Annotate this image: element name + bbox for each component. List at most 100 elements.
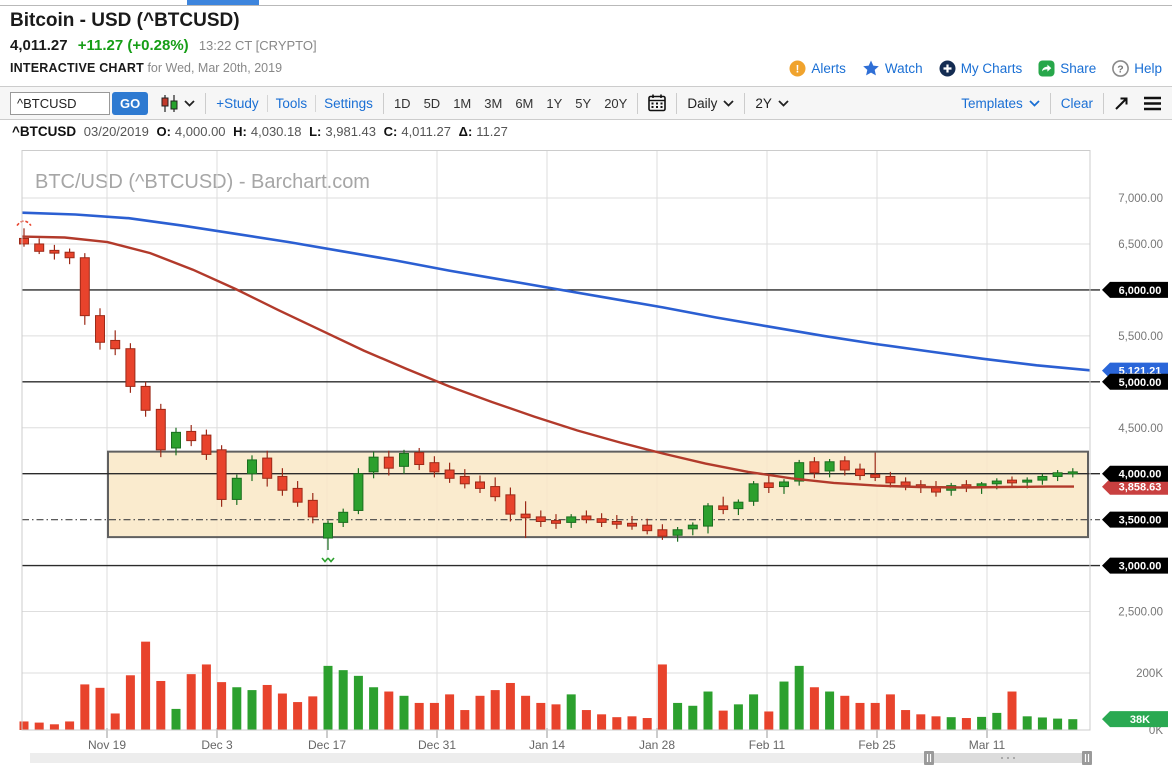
- svg-text:3,858.63: 3,858.63: [1119, 482, 1162, 494]
- range-scrollbar-track[interactable]: [30, 753, 1090, 763]
- svg-text:4,000.00: 4,000.00: [1119, 469, 1162, 481]
- x-axis-label: Nov 19: [88, 738, 126, 752]
- chart-toolbar: GO +Study Tools Settings 1D 5D 1M 3M 6M 1Y 5Y 2…: [0, 86, 1172, 120]
- top-tab-indicator: [187, 0, 259, 5]
- expand-arrow-icon: [1115, 97, 1128, 110]
- my-charts-link[interactable]: My Charts: [939, 60, 1023, 77]
- x-axis-label: Feb 11: [749, 738, 786, 752]
- svg-text:5,000.00: 5,000.00: [1119, 377, 1162, 389]
- subtitle: INTERACTIVE CHART for Wed, Mar 20th, 201…: [10, 61, 317, 75]
- scrollbar-handle[interactable]: [924, 751, 934, 765]
- my-charts-label: My Charts: [960, 61, 1023, 76]
- hamburger-icon: [1144, 96, 1161, 110]
- tools-button[interactable]: Tools: [275, 95, 308, 111]
- high-marker: [16, 220, 32, 227]
- ohlc-delta: 11.27: [476, 124, 508, 139]
- price-badge: [1102, 465, 1168, 482]
- price-badge: [1102, 373, 1168, 390]
- y-axis-label: 5,500.00: [1118, 331, 1163, 343]
- range-button-5D[interactable]: 5D: [423, 95, 441, 111]
- volume-axis-label: 200K: [1136, 668, 1163, 680]
- subtitle-rest: for Wed, Mar 20th, 2019: [147, 61, 283, 75]
- ohlc-date: 03/20/2019: [83, 124, 149, 139]
- calendar-icon: [648, 94, 667, 112]
- svg-text:38K: 38K: [1130, 714, 1150, 726]
- chevron-down-icon: [184, 99, 195, 107]
- alert-icon: !: [789, 60, 806, 77]
- share-label: Share: [1060, 61, 1097, 76]
- range-button-1M[interactable]: 1M: [453, 95, 472, 111]
- x-axis-label: Jan 28: [639, 738, 675, 752]
- price-badge: [1102, 557, 1168, 574]
- x-axis-label: Jan 14: [529, 738, 565, 752]
- y-axis-label: 7,000.00: [1118, 193, 1163, 205]
- calendar-button[interactable]: [648, 94, 667, 112]
- header: Bitcoin - USD (^BTCUSD) 4,011.27 +11.27 …: [10, 10, 317, 75]
- svg-text:6,000.00: 6,000.00: [1119, 285, 1162, 297]
- x-axis-label: Feb 25: [858, 738, 896, 752]
- go-button[interactable]: GO: [112, 91, 149, 115]
- price-badge: [1102, 281, 1168, 298]
- svg-text:?: ?: [1118, 63, 1124, 75]
- range-button-20Y[interactable]: 20Y: [604, 95, 628, 111]
- y-axis-label: 6,500.00: [1118, 239, 1163, 251]
- alerts-link[interactable]: ! Alerts: [789, 60, 846, 77]
- ohlc-symbol: ^BTCUSD: [12, 124, 77, 139]
- clear-button[interactable]: Clear: [1060, 95, 1093, 111]
- star-icon: [863, 60, 879, 76]
- chevron-down-icon: [723, 99, 734, 107]
- ohlc-readout: ^BTCUSD 03/20/2019 O: 4,000.00 H: 4,030.18…: [12, 124, 508, 139]
- period-value: Daily: [687, 95, 718, 111]
- y-axis-label: 4,500.00: [1118, 423, 1163, 435]
- subtitle-bold: INTERACTIVE CHART: [10, 61, 144, 75]
- menu-button[interactable]: [1143, 96, 1162, 111]
- price-badge: [1102, 478, 1168, 495]
- header-links: ! Alerts Watch My Charts Share ? Help: [789, 60, 1162, 77]
- svg-text:!: !: [796, 64, 800, 76]
- chart-type-dropdown[interactable]: [160, 94, 195, 112]
- span-dropdown[interactable]: 2Y: [755, 96, 789, 111]
- price-line: 4,011.27 +11.27 (+0.28%) 13:22 CT [CRYPT…: [10, 37, 317, 54]
- range-button-1D[interactable]: 1D: [393, 95, 411, 111]
- templates-dropdown[interactable]: Templates: [961, 96, 1040, 111]
- svg-text:3,500.00: 3,500.00: [1119, 515, 1162, 527]
- help-label: Help: [1134, 61, 1162, 76]
- ma-fast-line: [21, 235, 1074, 489]
- watch-label: Watch: [884, 61, 923, 76]
- x-axis-label: Dec 3: [201, 738, 233, 752]
- chart-watermark: BTC/USD (^BTCUSD) - Barchart.com: [35, 171, 370, 193]
- ohlc-close: 4,011.27: [401, 124, 451, 139]
- top-divider: [0, 5, 1172, 6]
- symbol-input[interactable]: [10, 91, 110, 115]
- span-value: 2Y: [755, 95, 772, 111]
- expand-button[interactable]: [1114, 96, 1129, 111]
- ma-slow-line: [21, 211, 1091, 372]
- range-button-6M[interactable]: 6M: [515, 95, 534, 111]
- scrollbar-handle[interactable]: [1082, 751, 1092, 765]
- settings-button[interactable]: Settings: [324, 95, 373, 111]
- volume-axis-label: 0K: [1149, 725, 1163, 737]
- range-buttons: 1D 5D 1M 3M 6M 1Y 5Y 20Y: [394, 96, 627, 111]
- ohlc-low: 3,981.43: [325, 124, 376, 139]
- alerts-label: Alerts: [811, 61, 846, 76]
- range-button-1Y[interactable]: 1Y: [546, 95, 563, 111]
- watch-link[interactable]: Watch: [862, 60, 923, 77]
- chevron-down-icon: [1029, 99, 1040, 107]
- ohlc-high: 4,030.18: [250, 124, 302, 139]
- quote-time: 13:22 CT [CRYPTO]: [198, 38, 317, 53]
- price-chart[interactable]: BTC/USD (^BTCUSD) - Barchart.com Nov 19 De…: [0, 150, 1172, 766]
- x-axis-label: Mar 11: [969, 738, 1006, 752]
- share-icon: [1038, 60, 1055, 77]
- range-button-3M[interactable]: 3M: [484, 95, 503, 111]
- price-badge: [1102, 511, 1168, 528]
- add-study-button[interactable]: +Study: [216, 95, 259, 111]
- price-badge: [1102, 711, 1168, 728]
- help-link[interactable]: ? Help: [1112, 60, 1162, 77]
- range-button-5Y[interactable]: 5Y: [575, 95, 592, 111]
- candlestick-icon: [161, 94, 178, 112]
- share-link[interactable]: Share: [1038, 60, 1096, 77]
- period-dropdown[interactable]: Daily: [687, 96, 734, 111]
- y-axis-label: 2,500.00: [1118, 607, 1163, 619]
- svg-text:3,000.00: 3,000.00: [1119, 561, 1162, 573]
- last-price: 4,011.27: [10, 37, 68, 54]
